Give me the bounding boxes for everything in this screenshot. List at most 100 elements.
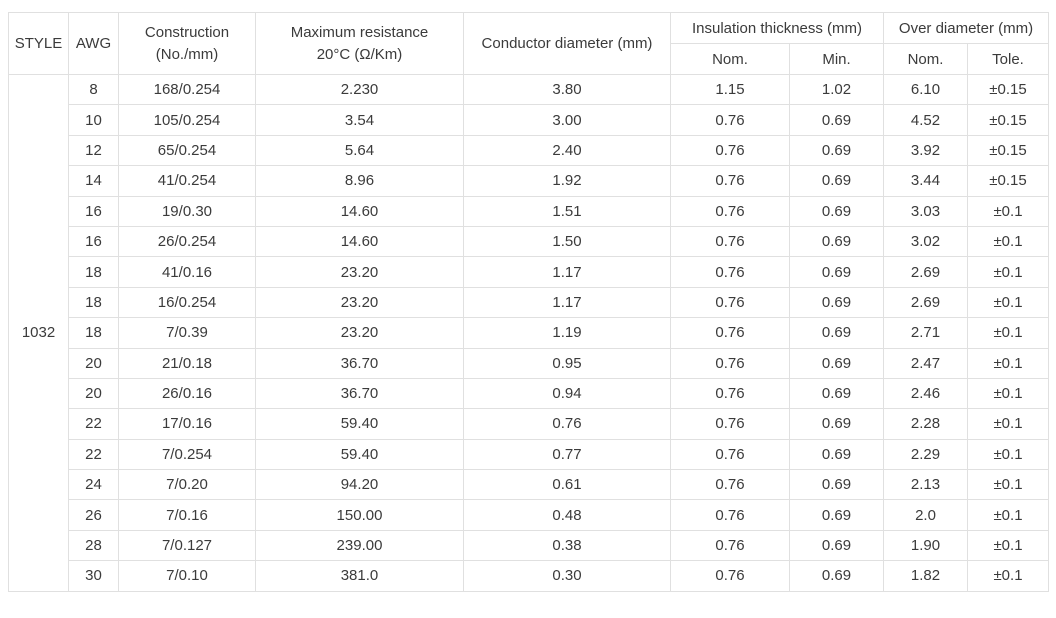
over-tole-cell: ±0.1: [967, 469, 1049, 501]
awg-cell: 18: [68, 317, 119, 349]
max-resistance-cell: 23.20: [255, 317, 464, 349]
over-tole-cell: ±0.1: [967, 499, 1049, 531]
conductor-diameter-cell: 3.80: [463, 73, 671, 106]
awg-cell: 10: [68, 104, 119, 136]
construction-cell: 105/0.254: [118, 104, 256, 136]
header-row-1: STYLE AWG Construction (No./mm) Maximum …: [8, 12, 1049, 75]
insulation-min-cell: 0.69: [789, 499, 884, 531]
insulation-min-cell: 0.69: [789, 560, 884, 592]
conductor-diameter-cell: 2.40: [463, 134, 671, 167]
over-nom-cell: 3.03: [883, 195, 968, 227]
construction-cell: 41/0.254: [118, 165, 256, 197]
over-nom-cell: 3.44: [883, 165, 968, 197]
construction-cell: 7/0.39: [118, 317, 256, 349]
table-row: 24 7/0.20 94.20 0.61 0.76 0.69 2.13 ±0.1: [9, 469, 1049, 501]
col-header-over-diameter: Over diameter (mm): [883, 12, 1049, 44]
insulation-nom-cell: 0.76: [670, 195, 790, 227]
max-resistance-cell: 59.40: [255, 438, 464, 471]
insulation-min-cell: 1.02: [789, 73, 884, 106]
over-nom-cell: 2.28: [883, 408, 968, 440]
col-header-construction-line1: Construction: [144, 23, 230, 41]
insulation-min-cell: 0.69: [789, 347, 884, 379]
construction-cell: 41/0.16: [118, 256, 256, 288]
max-resistance-cell: 36.70: [255, 347, 464, 379]
conductor-diameter-cell: 0.94: [463, 377, 671, 410]
over-nom-cell: 2.46: [883, 377, 968, 410]
over-nom-cell: 2.69: [883, 256, 968, 288]
construction-cell: 7/0.127: [118, 529, 256, 562]
construction-cell: 26/0.254: [118, 225, 256, 258]
conductor-diameter-cell: 1.17: [463, 256, 671, 288]
max-resistance-cell: 381.0: [255, 560, 464, 592]
insulation-nom-cell: 0.76: [670, 165, 790, 197]
awg-cell: 8: [68, 73, 119, 106]
insulation-nom-cell: 0.76: [670, 134, 790, 167]
over-tole-cell: ±0.1: [967, 286, 1049, 319]
over-nom-cell: 2.0: [883, 499, 968, 531]
over-tole-cell: ±0.1: [967, 408, 1049, 440]
awg-cell: 20: [68, 377, 119, 410]
conductor-diameter-cell: 0.95: [463, 347, 671, 379]
over-nom-cell: 1.82: [883, 560, 968, 592]
over-nom-cell: 6.10: [883, 73, 968, 106]
over-nom-cell: 4.52: [883, 104, 968, 136]
conductor-diameter-cell: 1.19: [463, 317, 671, 349]
over-tole-cell: ±0.1: [967, 195, 1049, 227]
col-header-over-nom: Nom.: [883, 43, 968, 75]
construction-cell: 26/0.16: [118, 377, 256, 410]
insulation-nom-cell: 0.76: [670, 104, 790, 136]
over-tole-cell: ±0.1: [967, 377, 1049, 410]
wire-spec-table: STYLE AWG Construction (No./mm) Maximum …: [8, 12, 1049, 592]
table-row: 28 7/0.127 239.00 0.38 0.76 0.69 1.90 ±0.1: [9, 529, 1049, 562]
conductor-diameter-cell: 0.48: [463, 499, 671, 531]
table-row: 16 19/0.30 14.60 1.51 0.76 0.69 3.03 ±0.1: [9, 195, 1049, 227]
awg-cell: 20: [68, 347, 119, 379]
insulation-nom-cell: 0.76: [670, 529, 790, 562]
col-header-awg: AWG: [68, 12, 119, 75]
insulation-min-cell: 0.69: [789, 317, 884, 349]
over-nom-cell: 2.47: [883, 347, 968, 379]
conductor-diameter-cell: 0.76: [463, 408, 671, 440]
col-header-insulation-nom: Nom.: [670, 43, 790, 75]
col-header-over-tole: Tole.: [967, 43, 1049, 75]
insulation-nom-cell: 0.76: [670, 256, 790, 288]
max-resistance-cell: 23.20: [255, 286, 464, 319]
col-header-style: STYLE: [8, 12, 69, 75]
insulation-min-cell: 0.69: [789, 529, 884, 562]
over-tole-cell: ±0.15: [967, 165, 1049, 197]
table-row: 20 21/0.18 36.70 0.95 0.76 0.69 2.47 ±0.1: [9, 347, 1049, 379]
over-nom-cell: 2.71: [883, 317, 968, 349]
insulation-nom-cell: 1.15: [670, 73, 790, 106]
header-row-2: Nom. Min. Nom. Tole.: [9, 43, 1049, 75]
max-resistance-cell: 36.70: [255, 377, 464, 410]
conductor-diameter-cell: 1.50: [463, 225, 671, 258]
construction-cell: 7/0.20: [118, 469, 256, 501]
col-header-insulation-thickness: Insulation thickness (mm): [670, 12, 884, 44]
over-tole-cell: ±0.1: [967, 529, 1049, 562]
insulation-nom-cell: 0.76: [670, 225, 790, 258]
max-resistance-cell: 59.40: [255, 408, 464, 440]
over-tole-cell: ±0.15: [967, 104, 1049, 136]
table-row: 18 41/0.16 23.20 1.17 0.76 0.69 2.69 ±0.1: [9, 256, 1049, 288]
insulation-nom-cell: 0.76: [670, 560, 790, 592]
table-row: 18 16/0.254 23.20 1.17 0.76 0.69 2.69 ±0.1: [9, 286, 1049, 319]
construction-cell: 17/0.16: [118, 408, 256, 440]
insulation-min-cell: 0.69: [789, 195, 884, 227]
conductor-diameter-cell: 1.92: [463, 165, 671, 197]
awg-cell: 16: [68, 225, 119, 258]
max-resistance-cell: 5.64: [255, 134, 464, 167]
page: STYLE AWG Construction (No./mm) Maximum …: [8, 12, 1049, 592]
construction-cell: 7/0.254: [118, 438, 256, 471]
over-nom-cell: 2.29: [883, 438, 968, 471]
insulation-nom-cell: 0.76: [670, 317, 790, 349]
col-header-max-resistance-line1: Maximum resistance: [290, 23, 429, 41]
construction-cell: 19/0.30: [118, 195, 256, 227]
col-header-construction: Construction (No./mm): [118, 12, 256, 75]
table-row: 14 41/0.254 8.96 1.92 0.76 0.69 3.44 ±0.15: [9, 165, 1049, 197]
over-tole-cell: ±0.1: [967, 438, 1049, 471]
awg-cell: 22: [68, 438, 119, 471]
construction-cell: 7/0.16: [118, 499, 256, 531]
col-header-insulation-min: Min.: [789, 43, 884, 75]
over-tole-cell: ±0.1: [967, 317, 1049, 349]
style-cell: 1032: [8, 74, 69, 592]
